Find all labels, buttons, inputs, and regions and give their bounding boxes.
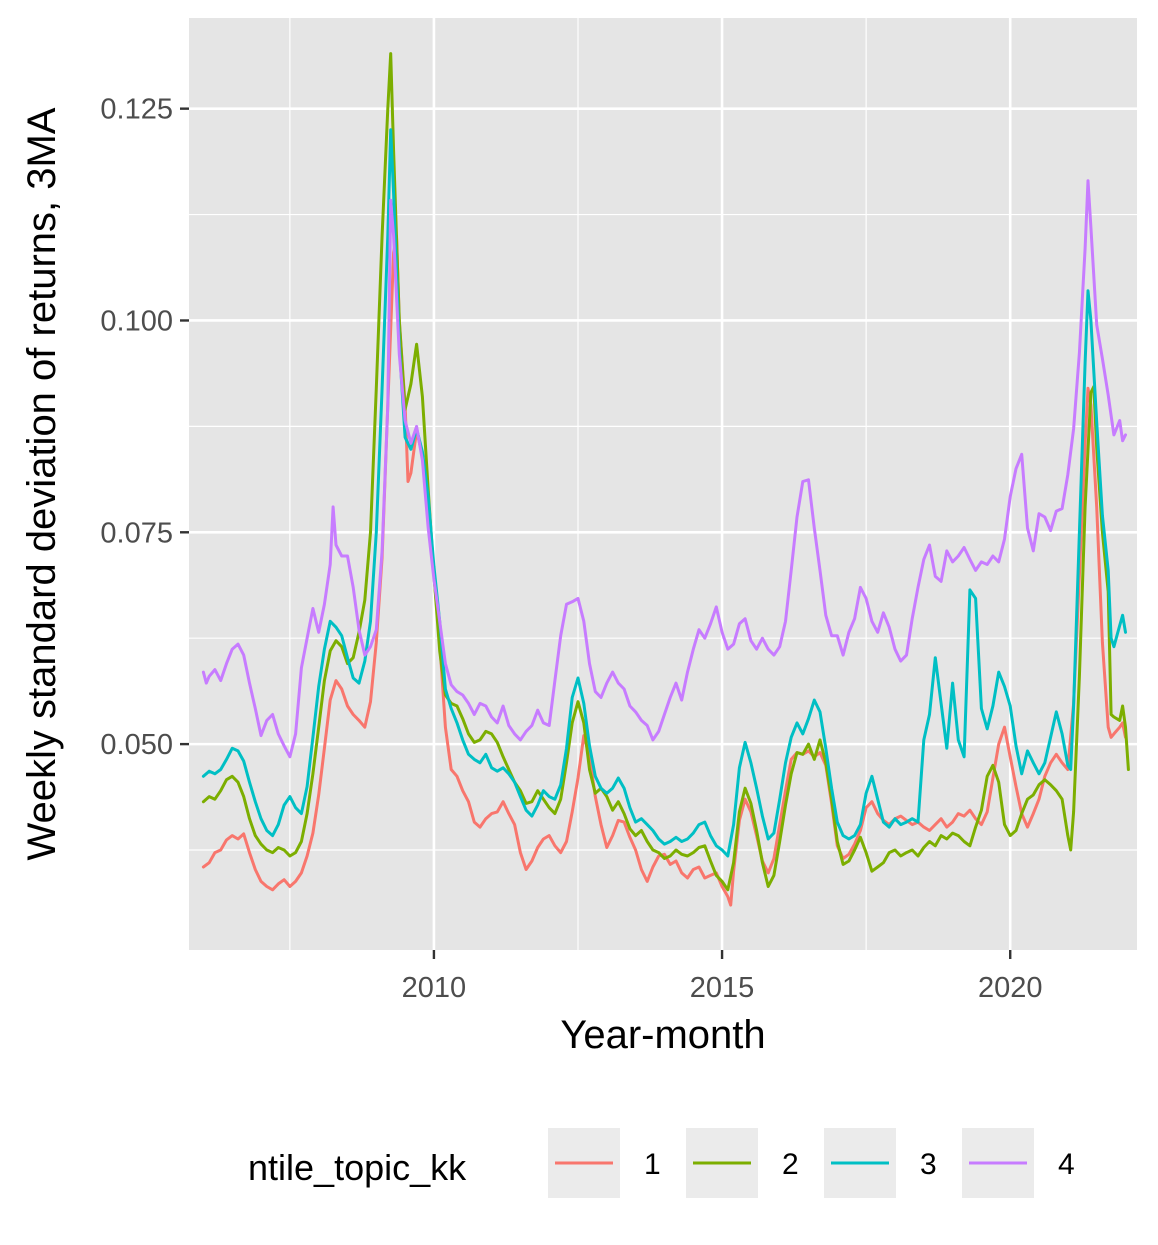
y-axis: 0.050 0.075 0.100 0.125 — [100, 94, 189, 761]
series-line-3 — [201, 128, 1127, 858]
x-tick-label: 2010 — [402, 972, 467, 1004]
series-line-4 — [201, 179, 1127, 759]
legend-label-3: 3 — [920, 1148, 937, 1181]
grid-major — [189, 18, 1137, 950]
series-lines — [201, 52, 1130, 907]
legend-label-2: 2 — [782, 1148, 799, 1181]
x-axis-title: Year-month — [560, 1013, 765, 1057]
legend-label-4: 4 — [1058, 1148, 1075, 1181]
y-tick-label: 0.100 — [100, 305, 173, 337]
y-tick-label: 0.075 — [100, 517, 173, 549]
legend-items: 1 2 3 4 — [548, 1128, 1075, 1198]
grid-minor — [189, 18, 1137, 950]
legend-title: ntile_topic_kk — [248, 1147, 467, 1188]
x-tick-label: 2020 — [978, 972, 1043, 1004]
series-line-2 — [201, 52, 1130, 892]
series-line-1 — [201, 234, 1127, 907]
x-tick-label: 2015 — [690, 972, 755, 1004]
plot-panel — [189, 18, 1137, 950]
legend-label-1: 1 — [644, 1148, 661, 1181]
y-tick-label: 0.125 — [100, 94, 173, 126]
x-axis: 2010 2015 2020 — [402, 950, 1043, 1004]
y-tick-label: 0.050 — [100, 729, 173, 761]
y-axis-title: Weekly standard deviation of returns, 3M… — [20, 107, 64, 860]
legend: ntile_topic_kk 1 2 3 4 — [248, 1128, 1075, 1198]
